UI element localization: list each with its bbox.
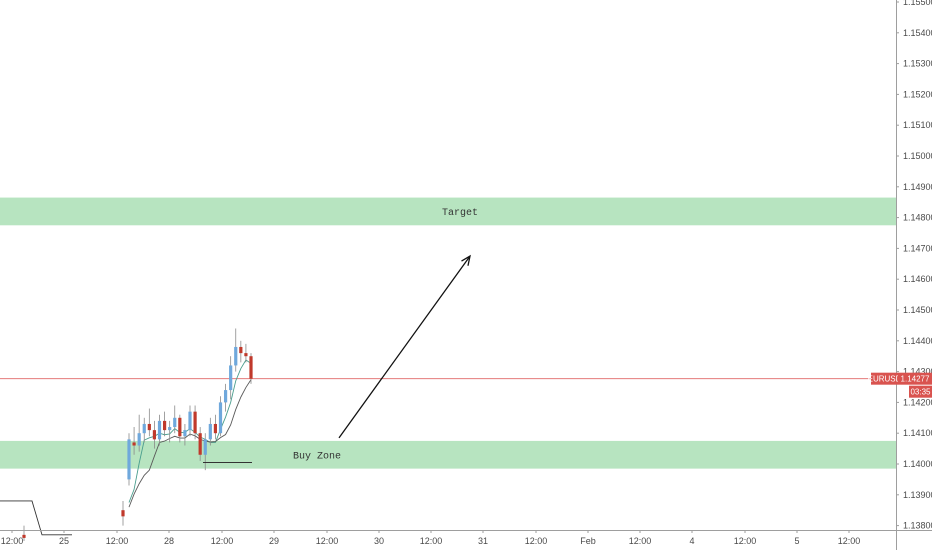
y-tick-label: 1.15000 [903, 151, 932, 161]
target-zone-label: Target [442, 208, 478, 219]
y-tick-label: 1.14000 [903, 459, 932, 469]
candle-body [132, 442, 136, 446]
x-tick-label: 12:00 [525, 536, 548, 546]
y-tick-label: 1.15400 [903, 28, 932, 38]
y-tick-label: 1.14600 [903, 274, 932, 284]
candle-body [152, 430, 157, 440]
x-tick-label: 12:00 [734, 536, 757, 546]
y-tick-label: 1.14400 [903, 336, 932, 346]
annotations [203, 254, 471, 463]
x-tick-label: 12:00 [420, 536, 443, 546]
y-tick-label: 1.15200 [903, 89, 932, 99]
candle-body [178, 417, 182, 437]
y-tick-label: 1.14300 [903, 367, 932, 377]
candle-body [168, 427, 172, 431]
buy-zone-label: Buy Zone [293, 451, 341, 462]
candle-body [234, 346, 238, 366]
candle-body [183, 430, 187, 437]
x-tick-label: 12:00 [629, 536, 652, 546]
candle-body [213, 423, 218, 434]
x-tick-label: 28 [164, 536, 174, 546]
x-tick-label: 12:00 [1, 536, 24, 546]
candle-body [157, 420, 162, 440]
candle-body [127, 439, 131, 480]
countdown-label: 03:35 [910, 388, 931, 397]
candle-body [239, 346, 243, 354]
candle-body [137, 433, 141, 446]
x-tick-label: 12:00 [211, 536, 234, 546]
candle-body [142, 423, 146, 434]
candle-body [218, 402, 223, 434]
y-tick-label: 1.13800 [903, 521, 932, 531]
x-tick-label: 12:00 [106, 536, 129, 546]
y-tick-label: 1.14500 [903, 305, 932, 315]
candle-body [121, 510, 125, 517]
candle-body [244, 353, 248, 357]
candle-body [208, 423, 212, 440]
x-tick-label: 12:00 [838, 536, 861, 546]
price-badges: EURUSD 1.14277 03:35 [868, 372, 932, 398]
buy-zone[interactable] [0, 440, 896, 469]
candle-body [147, 423, 151, 431]
candle-body [223, 390, 228, 403]
y-tick-label: 1.14800 [903, 213, 932, 223]
x-tick-label: 29 [269, 536, 279, 546]
price-axis[interactable]: 1.15500 1.15400 1.15300 1.15200 1.15100 1.150… [896, 0, 932, 531]
left-step-line [0, 500, 72, 536]
candle-body [22, 534, 26, 538]
x-tick-label: 31 [478, 536, 488, 546]
candle-body [188, 411, 192, 431]
candles-layer [22, 328, 253, 541]
y-tick-label: 1.14200 [903, 397, 932, 407]
x-tick-label: 12:00 [316, 536, 339, 546]
y-tick-label: 1.14900 [903, 182, 932, 192]
symbol-badge-label: EURUSD [868, 375, 902, 384]
candle-body [162, 420, 167, 431]
target-arrow[interactable] [338, 255, 471, 439]
target-zone[interactable] [0, 197, 896, 226]
last-price-badge [898, 372, 932, 385]
candle-body [173, 417, 177, 428]
x-tick-label: 25 [59, 536, 69, 546]
x-tick-label: 4 [689, 536, 694, 546]
zones-layer: Target Buy Zone [0, 197, 896, 469]
y-tick-label: 1.14700 [903, 243, 932, 253]
countdown-badge [909, 385, 932, 398]
candle-body [249, 356, 253, 379]
y-tick-label: 1.15300 [903, 59, 932, 69]
y-tick-label: 1.13900 [903, 490, 932, 500]
last-price-label: 1.14277 [901, 375, 930, 384]
x-tick-label: 30 [374, 536, 384, 546]
candle-body [193, 411, 197, 434]
arrow-head-icon [461, 254, 471, 266]
y-tick-label: 1.15100 [903, 120, 932, 130]
time-axis[interactable]: 12:00 25 12:00 28 12:00 29 12:00 30 12:00 31 12:00… [1, 530, 861, 546]
candle-body [229, 365, 233, 391]
x-tick-label: Feb [580, 536, 596, 546]
x-tick-label: 5 [794, 536, 799, 546]
candle-body [203, 439, 207, 455]
candle-body [198, 433, 202, 455]
symbol-badge[interactable] [871, 372, 898, 385]
y-tick-label: 1.15500 [903, 0, 932, 7]
y-tick-label: 1.14100 [903, 428, 932, 438]
